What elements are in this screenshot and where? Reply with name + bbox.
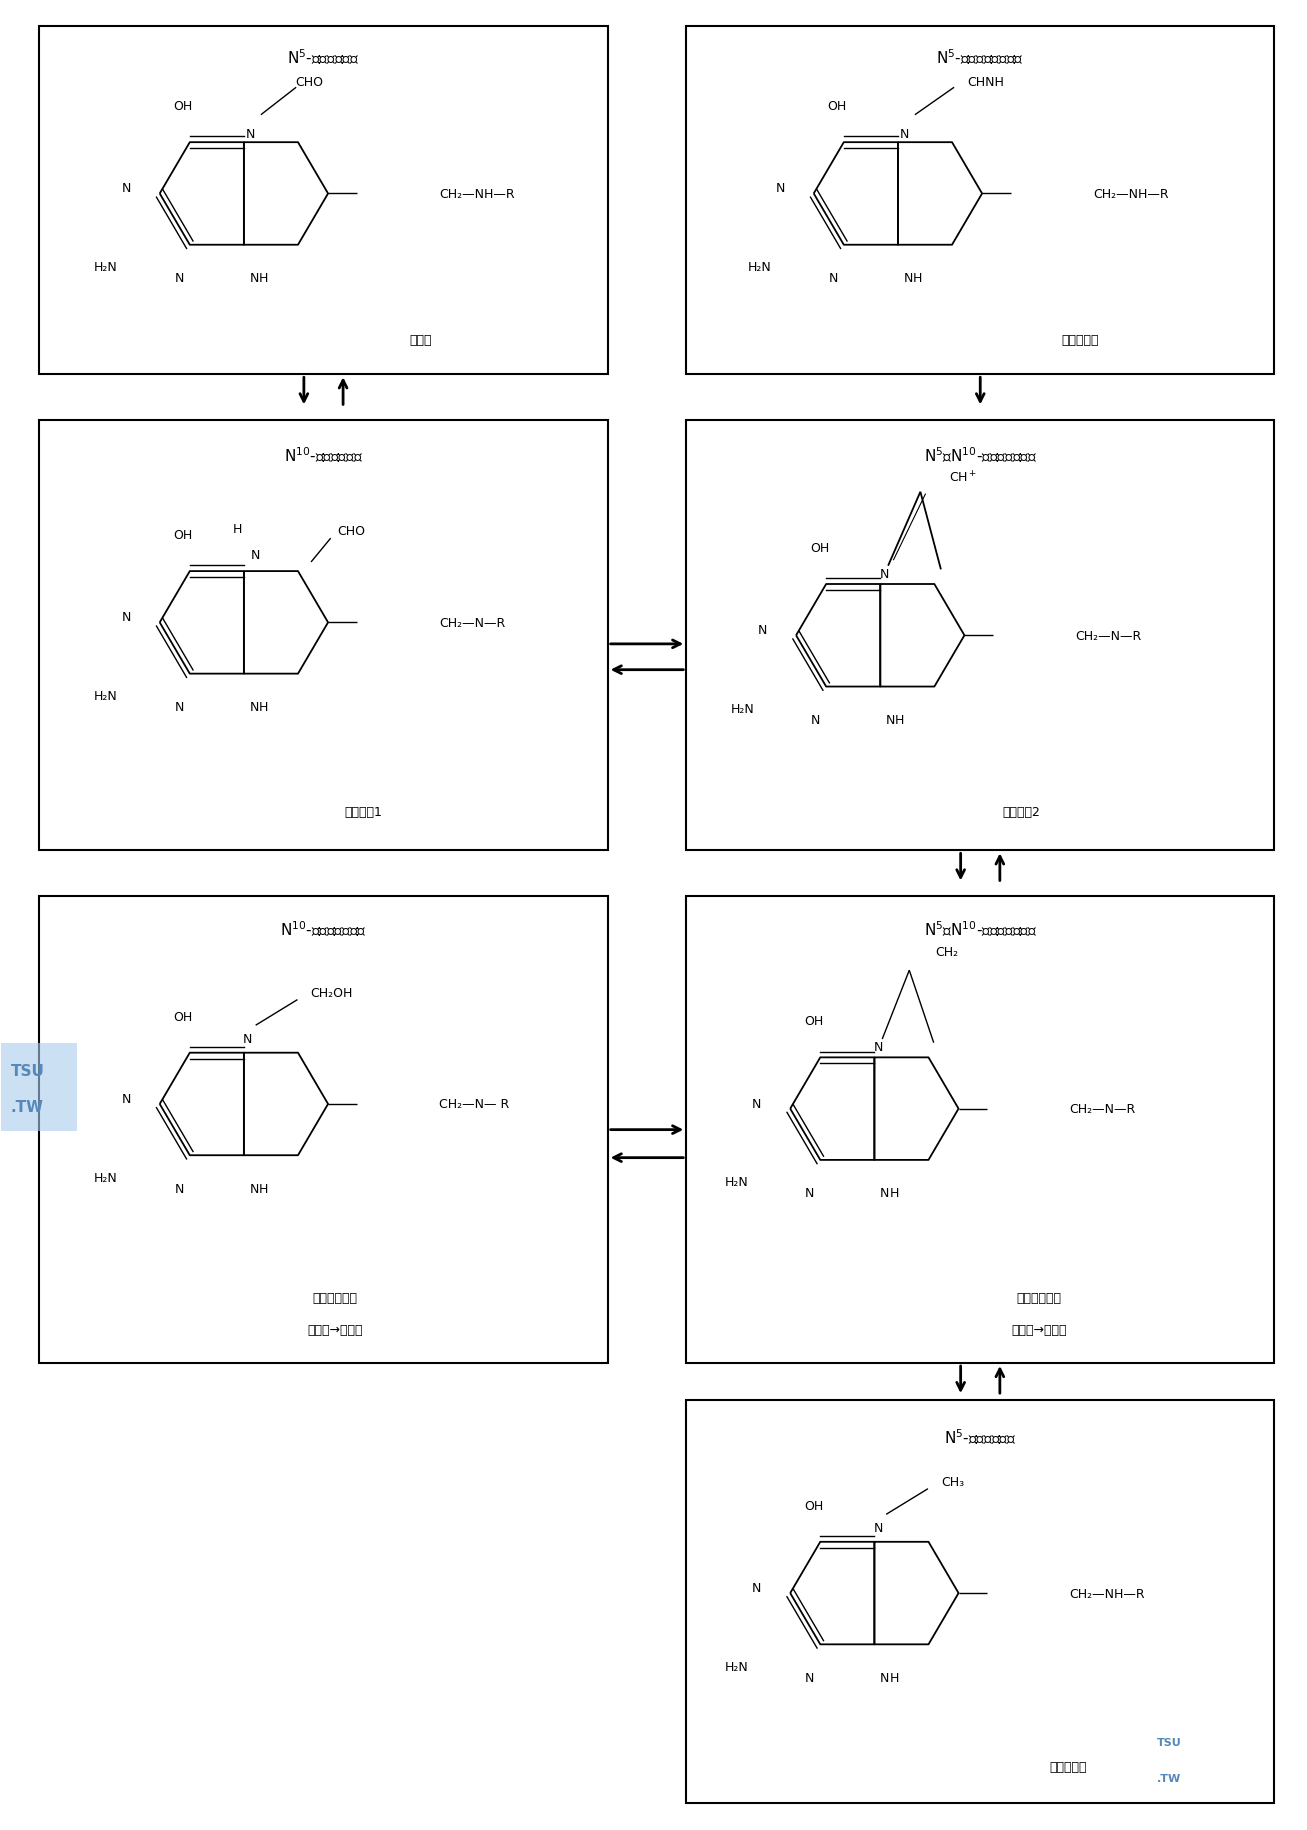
Text: CH$^+$: CH$^+$	[949, 470, 978, 485]
Text: H: H	[889, 1671, 899, 1684]
Text: OH: OH	[174, 101, 193, 113]
Text: CHO: CHO	[337, 525, 365, 538]
Text: OH: OH	[174, 529, 193, 542]
Text: N: N	[122, 183, 131, 196]
Text: N: N	[122, 1093, 131, 1105]
Text: 组胺酸分解: 组胺酸分解	[1061, 333, 1099, 348]
Text: CH₂—NH—R: CH₂—NH—R	[1093, 188, 1168, 201]
Text: CH₂—NH—R: CH₂—NH—R	[439, 188, 515, 201]
Text: H: H	[259, 1182, 268, 1195]
Text: H: H	[233, 523, 242, 536]
Text: CH₂—N—R: CH₂—N—R	[439, 617, 506, 630]
Text: 蝶呤合成2: 蝶呤合成2	[1002, 805, 1040, 818]
Text: 蝶呤合成1: 蝶呤合成1	[344, 805, 382, 818]
Text: CH₂: CH₂	[936, 946, 958, 959]
Text: CHNH: CHNH	[967, 77, 1004, 90]
Text: N: N	[250, 1182, 259, 1195]
Text: CH₂—N—R: CH₂—N—R	[1076, 630, 1142, 642]
Bar	[39, 27, 608, 375]
Bar	[1, 1043, 77, 1131]
Text: H₂N: H₂N	[724, 1175, 749, 1190]
Text: CH₃: CH₃	[941, 1475, 965, 1488]
Text: 丝氨酸→甘氨酸: 丝氨酸→甘氨酸	[307, 1323, 362, 1336]
Text: H₂N: H₂N	[748, 262, 772, 274]
Text: OH: OH	[804, 1014, 823, 1028]
Text: N: N	[805, 1186, 814, 1200]
Text: CH₂—N— R: CH₂—N— R	[439, 1098, 510, 1111]
Text: N: N	[899, 128, 910, 141]
Text: 胸腺嘧啶合成: 胸腺嘧啶合成	[312, 1292, 357, 1305]
Text: N$^5$-甲酰四氢叶酸: N$^5$-甲酰四氢叶酸	[288, 48, 359, 66]
Text: CH₂—NH—R: CH₂—NH—R	[1069, 1587, 1145, 1599]
Text: OH: OH	[827, 101, 847, 113]
Text: N: N	[243, 1032, 252, 1045]
Text: N: N	[886, 714, 895, 727]
Text: 丝氨酸→甘氨酸: 丝氨酸→甘氨酸	[1012, 1323, 1067, 1336]
Text: H₂N: H₂N	[724, 1660, 749, 1673]
Bar	[686, 1400, 1274, 1803]
Text: N: N	[246, 128, 255, 141]
Text: N: N	[775, 183, 786, 196]
Text: 胸腺嘧啶合成: 胸腺嘧啶合成	[1017, 1292, 1061, 1305]
Text: H: H	[259, 701, 268, 714]
Text: H₂N: H₂N	[94, 1171, 118, 1184]
Bar	[39, 897, 608, 1363]
Text: N: N	[175, 273, 184, 285]
Text: .TW: .TW	[10, 1100, 43, 1114]
Text: N: N	[758, 624, 767, 637]
Text: CHO: CHO	[295, 77, 323, 90]
Text: N$^5$-亚胺甲基四氢叶酸: N$^5$-亚胺甲基四氢叶酸	[937, 48, 1023, 66]
Bar	[686, 27, 1274, 375]
Text: TSU: TSU	[1157, 1737, 1182, 1748]
Text: OH: OH	[174, 1010, 193, 1023]
Text: N$^5$、N$^{10}$-亚甲基四氢叶酸: N$^5$、N$^{10}$-亚甲基四氢叶酸	[924, 445, 1036, 465]
Text: H: H	[895, 714, 904, 727]
Text: N$^{10}$-甲酰四氢叶酸: N$^{10}$-甲酰四氢叶酸	[284, 445, 363, 465]
Text: OH: OH	[804, 1499, 823, 1512]
Text: N$^5$、N$^{10}$-亚甲基四氢叶酸: N$^5$、N$^{10}$-亚甲基四氢叶酸	[924, 920, 1036, 939]
Text: N$^{10}$-羟甲基四氢叶酸: N$^{10}$-羟甲基四氢叶酸	[280, 920, 367, 939]
Text: H₂N: H₂N	[94, 690, 118, 703]
Text: N: N	[250, 273, 259, 285]
Bar	[686, 421, 1274, 851]
Text: N: N	[880, 1186, 890, 1200]
Text: H: H	[259, 273, 268, 285]
Text: H₂N: H₂N	[94, 262, 118, 274]
Text: N: N	[873, 1039, 884, 1054]
Text: N: N	[812, 714, 821, 727]
Text: N: N	[122, 611, 131, 624]
Text: N: N	[250, 701, 259, 714]
Text: N: N	[880, 1671, 890, 1684]
Text: N: N	[752, 1581, 762, 1594]
Text: CH₂OH: CH₂OH	[311, 986, 353, 999]
Text: N: N	[903, 273, 914, 285]
Text: OH: OH	[810, 542, 829, 554]
Text: N: N	[880, 567, 889, 580]
Text: CH₂—N—R: CH₂—N—R	[1069, 1102, 1136, 1116]
Text: H: H	[912, 273, 923, 285]
Text: N: N	[805, 1671, 814, 1684]
Bar	[39, 421, 608, 851]
Bar	[686, 897, 1274, 1363]
Text: .TW: .TW	[1157, 1773, 1182, 1784]
Text: N: N	[873, 1521, 884, 1534]
Text: N: N	[829, 273, 838, 285]
Text: 亚叶酸: 亚叶酸	[409, 333, 431, 348]
Text: N: N	[752, 1096, 762, 1111]
Text: N: N	[251, 549, 260, 562]
Text: H₂N: H₂N	[731, 703, 754, 716]
Text: N$^5$-甲基四氢叶酸: N$^5$-甲基四氢叶酸	[944, 1426, 1017, 1446]
Text: N: N	[175, 701, 184, 714]
Text: 蛋氨酸合成: 蛋氨酸合成	[1050, 1760, 1087, 1773]
Text: TSU: TSU	[10, 1063, 44, 1078]
Text: N: N	[175, 1182, 184, 1195]
Text: H: H	[889, 1186, 899, 1200]
